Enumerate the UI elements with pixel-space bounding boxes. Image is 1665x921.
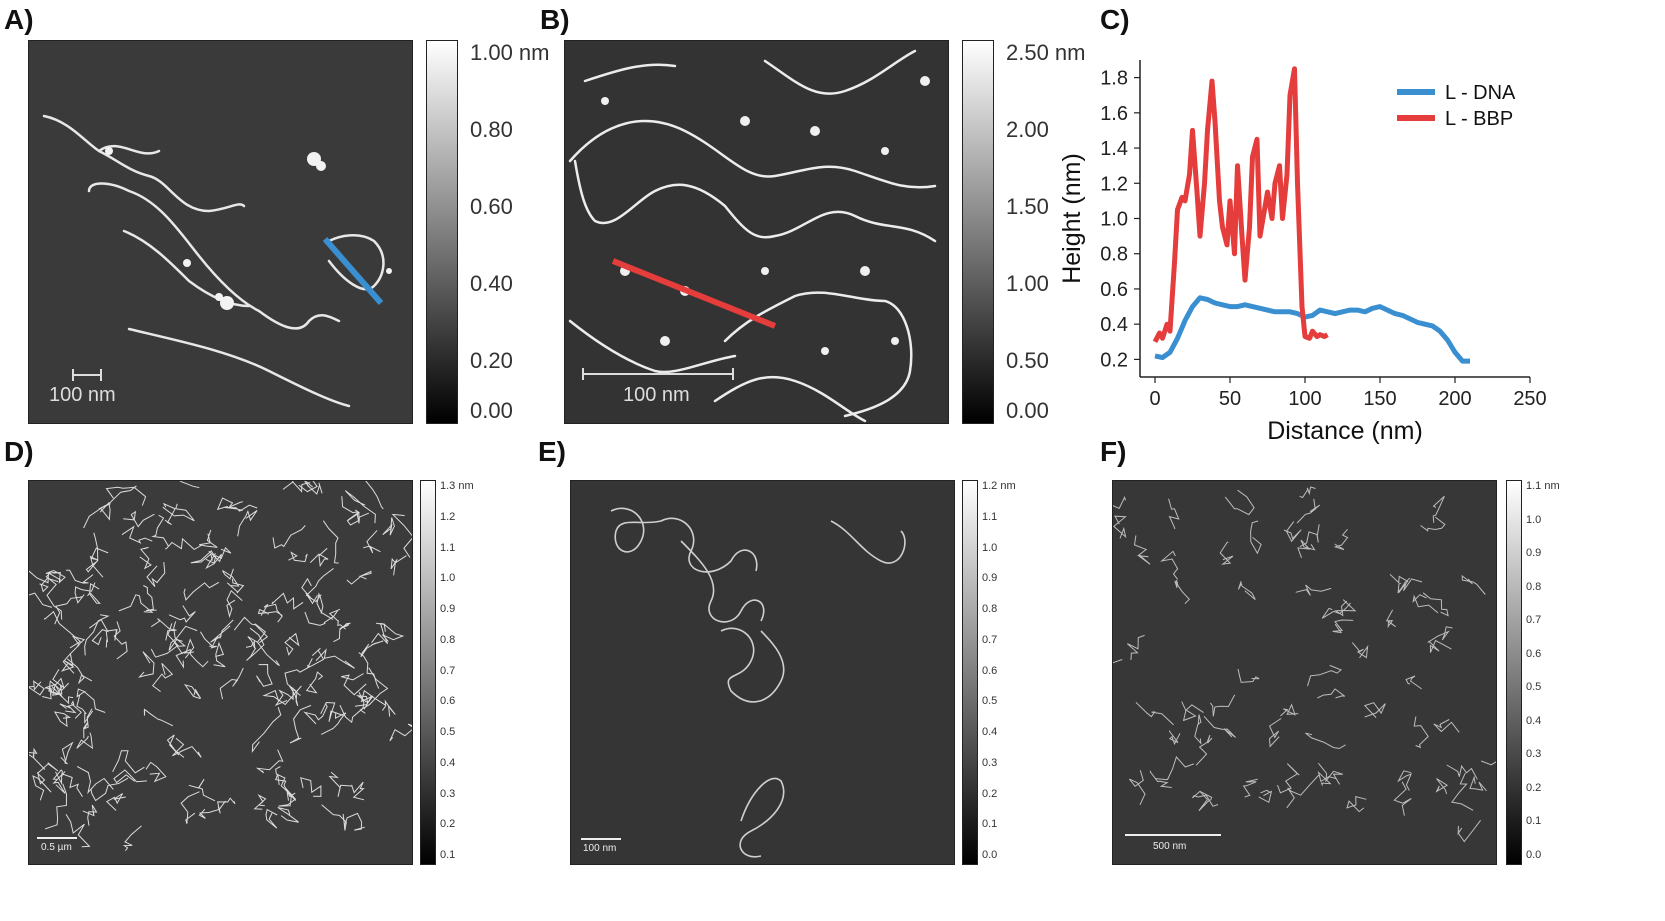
colorbar-e-tick-6: 0.6 (982, 664, 998, 677)
colorbar-f-tick-1: 1.0 (1526, 513, 1542, 526)
colorbar-e-tick-2: 1.0 (982, 541, 998, 554)
colorbar-d (420, 480, 436, 865)
colorbar-f-tick-11: 0.0 (1526, 849, 1542, 861)
colorbar-b-tick-2: 1.50 (1006, 194, 1049, 219)
colorbar-d-tick-3: 1.0 (440, 572, 456, 585)
scalebar-label-d: 0.5 µm (41, 842, 72, 853)
colorbar-b-tick-4: 0.50 (1006, 348, 1049, 373)
y-tick-label-3: 0.8 (1100, 244, 1128, 266)
y-tick-label-7: 1.6 (1100, 103, 1128, 125)
legend-label-1: L - BBP (1445, 108, 1513, 130)
y-axis-label: Height (nm) (1058, 153, 1086, 284)
colorbar-f-tick-0: 1.1 nm (1526, 480, 1560, 492)
colorbar-d-tick-11: 0.2 (440, 818, 456, 831)
colorbar-b-tick-1: 2.00 (1006, 117, 1049, 142)
colorbar-f-tick-4: 0.7 (1526, 614, 1542, 627)
y-tick-label-5: 1.2 (1100, 173, 1128, 195)
colorbar-a-tick-0: 1.00 nm (470, 40, 550, 65)
x-tick-label-0: 0 (1149, 388, 1160, 410)
colorbar-f-tick-7: 0.4 (1526, 714, 1542, 727)
legend-label-0: L - DNA (1445, 82, 1516, 104)
colorbar-f-tick-6: 0.5 (1526, 681, 1542, 694)
scalebar-label-e: 100 nm (583, 843, 617, 854)
panel-label-f: F) (1100, 436, 1127, 467)
colorbar-d-tick-12: 0.1 (440, 849, 456, 861)
colorbar-e-tick-7: 0.5 (982, 695, 998, 708)
colorbar-e-tick-4: 0.8 (982, 603, 998, 615)
colorbar-a-tick-2: 0.60 (470, 194, 513, 219)
y-tick-label-2: 0.6 (1100, 279, 1128, 301)
colorbar-d-tick-1: 1.2 (440, 510, 456, 523)
afm-image-e: 100 nm (570, 480, 955, 865)
colorbar-d-tick-8: 0.5 (440, 726, 456, 738)
y-tick-label-8: 1.8 (1100, 68, 1128, 90)
height-profile-chart: 0 50 100 150 200 250 0.2 0.4 0.6 0.8 1.0 1.2 1.4 1.6 1… (1058, 60, 1547, 445)
colorbar-e-tick-10: 0.2 (982, 787, 998, 800)
colorbar-f-tick-3: 0.8 (1526, 580, 1542, 593)
colorbar-e-tick-12: 0.0 (982, 849, 998, 861)
colorbar-b-tick-5: 0.00 (1006, 398, 1049, 423)
x-tick-label-1: 50 (1219, 388, 1241, 410)
colorbar-d-tick-4: 0.9 (440, 603, 456, 615)
colorbar-a-tick-1: 0.80 (470, 117, 513, 142)
panel-label-d: D) (4, 436, 34, 467)
x-tick-label-4: 200 (1438, 388, 1471, 410)
afm-image-f: 500 nm (1112, 480, 1497, 865)
series-line-1 (1152, 66, 1329, 343)
y-tick-label-1: 0.4 (1100, 314, 1128, 336)
colorbar-a-tick-3: 0.40 (470, 271, 513, 296)
colorbar-e-tick-1: 1.1 (982, 510, 998, 523)
x-tick-label-5: 250 (1513, 388, 1546, 410)
x-axis-label: Distance (nm) (1267, 417, 1423, 445)
colorbar-f-tick-8: 0.3 (1526, 748, 1542, 761)
colorbar-a-tick-5: 0.00 (470, 398, 513, 423)
colorbar-b (962, 40, 994, 424)
colorbar-f (1506, 480, 1522, 865)
y-tick-label-4: 1.0 (1100, 209, 1128, 231)
colorbar-a-tick-4: 0.20 (470, 348, 513, 373)
colorbar-d-tick-6: 0.7 (440, 664, 456, 677)
colorbar-d-tick-10: 0.3 (440, 787, 456, 800)
colorbar-e-tick-9: 0.3 (982, 756, 998, 769)
colorbar-e-tick-0: 1.2 nm (982, 480, 1016, 492)
colorbar-d-tick-0: 1.3 nm (440, 480, 474, 492)
panel-label-a: A) (4, 4, 34, 35)
colorbar-f-tick-5: 0.6 (1526, 647, 1542, 660)
colorbar-b-tick-3: 1.00 (1006, 271, 1049, 296)
afm-image-d: 0.5 µm (28, 480, 413, 865)
colorbar-d-tick-7: 0.6 (440, 695, 456, 708)
colorbar-e-tick-5: 0.7 (982, 633, 998, 646)
x-tick-label-2: 100 (1288, 388, 1321, 410)
colorbar-e (962, 480, 978, 865)
colorbar-d-tick-9: 0.4 (440, 756, 456, 769)
y-tick-label-0: 0.2 (1100, 349, 1128, 371)
colorbar-f-tick-9: 0.2 (1526, 781, 1542, 794)
scalebar-label-a: 100 nm (49, 384, 116, 406)
panel-label-b: B) (540, 4, 570, 35)
panel-label-e: E) (538, 436, 566, 467)
afm-image-b: 100 nm (564, 40, 949, 424)
colorbar-e-tick-8: 0.4 (982, 726, 998, 738)
afm-image-a: 100 nm (28, 40, 413, 424)
colorbar-e-tick-3: 0.9 (982, 572, 998, 585)
colorbar-f-tick-2: 0.9 (1526, 547, 1542, 560)
scalebar-label-b: 100 nm (623, 384, 690, 406)
colorbar-f-tick-10: 0.1 (1526, 815, 1542, 828)
y-tick-label-6: 1.4 (1100, 138, 1128, 160)
colorbar-b-tick-0: 2.50 nm (1006, 40, 1086, 65)
series-line-0 (1154, 295, 1470, 364)
colorbar-e-tick-11: 0.1 (982, 818, 998, 831)
colorbar-d-tick-5: 0.8 (440, 633, 456, 646)
colorbar-a (426, 40, 458, 424)
colorbar-d-tick-2: 1.1 (440, 541, 456, 554)
x-tick-label-3: 150 (1363, 388, 1396, 410)
panel-label-c: C) (1100, 4, 1130, 35)
scalebar-label-f: 500 nm (1153, 841, 1187, 852)
